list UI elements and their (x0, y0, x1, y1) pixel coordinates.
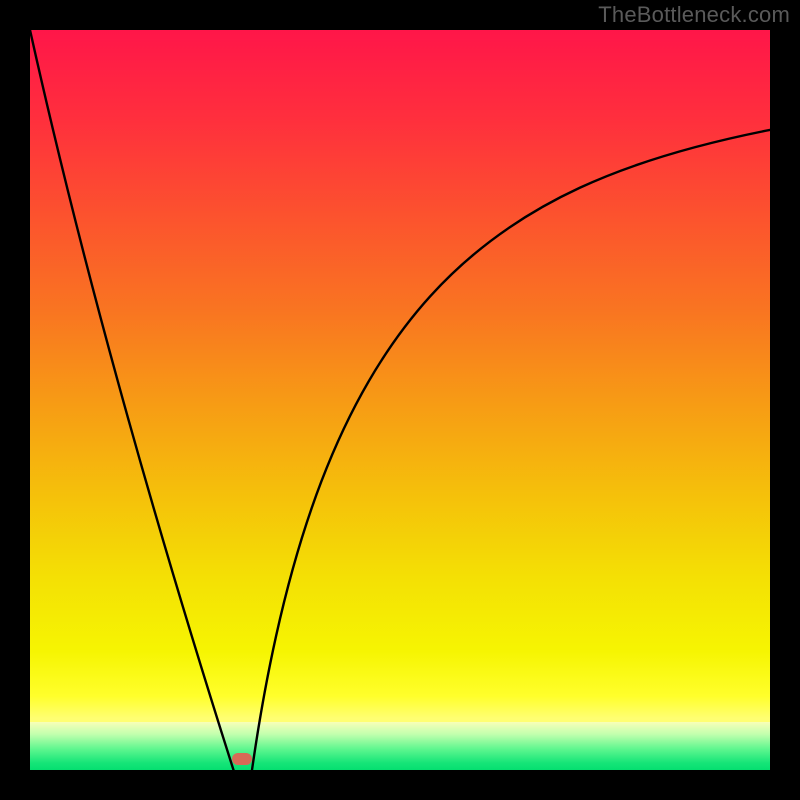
chart-root: { "canvas": { "width": 800, "height": 80… (0, 0, 800, 800)
plot-area (30, 30, 770, 770)
watermark-text: TheBottleneck.com (598, 2, 790, 28)
minimum-marker (232, 753, 252, 765)
curve-right-branch (252, 130, 770, 770)
bottleneck-curve (30, 30, 770, 770)
curve-left-branch (30, 30, 234, 770)
